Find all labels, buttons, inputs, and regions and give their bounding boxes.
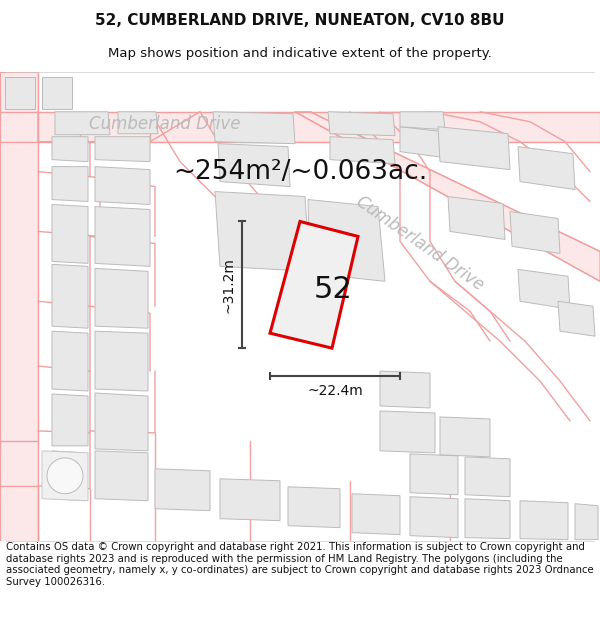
Polygon shape [270, 221, 358, 348]
Text: Map shows position and indicative extent of the property.: Map shows position and indicative extent… [108, 48, 492, 61]
Polygon shape [42, 451, 88, 501]
Polygon shape [55, 112, 110, 135]
Polygon shape [288, 487, 340, 528]
Polygon shape [95, 137, 150, 162]
Text: ~22.4m: ~22.4m [307, 384, 363, 398]
Polygon shape [95, 393, 148, 451]
Polygon shape [52, 167, 88, 201]
Polygon shape [380, 371, 430, 408]
Polygon shape [400, 112, 445, 130]
Polygon shape [558, 301, 595, 336]
Polygon shape [330, 137, 395, 164]
Polygon shape [155, 469, 210, 511]
Polygon shape [575, 504, 598, 539]
Polygon shape [215, 191, 310, 271]
Polygon shape [95, 451, 148, 501]
Polygon shape [465, 457, 510, 497]
Polygon shape [520, 501, 568, 539]
Polygon shape [95, 167, 150, 204]
Polygon shape [380, 411, 435, 453]
Polygon shape [518, 269, 570, 309]
Polygon shape [52, 394, 88, 446]
Polygon shape [352, 494, 400, 534]
Polygon shape [52, 137, 88, 162]
Text: Cumberland Drive: Cumberland Drive [353, 192, 487, 294]
Polygon shape [0, 112, 600, 142]
Polygon shape [438, 127, 510, 169]
Polygon shape [95, 331, 148, 391]
Polygon shape [510, 211, 560, 253]
Polygon shape [52, 451, 85, 501]
Polygon shape [52, 264, 88, 328]
Polygon shape [410, 497, 458, 538]
Polygon shape [518, 147, 575, 189]
Polygon shape [440, 417, 490, 457]
Polygon shape [218, 144, 290, 187]
Polygon shape [95, 268, 148, 328]
Polygon shape [410, 454, 458, 495]
Polygon shape [295, 112, 600, 281]
Polygon shape [448, 196, 505, 239]
Text: 52: 52 [314, 275, 352, 304]
Polygon shape [95, 206, 150, 266]
Polygon shape [220, 479, 280, 521]
Polygon shape [52, 204, 88, 263]
Polygon shape [465, 499, 510, 539]
Polygon shape [0, 72, 38, 541]
Text: Cumberland Drive: Cumberland Drive [89, 115, 241, 132]
Polygon shape [52, 331, 88, 391]
Circle shape [47, 458, 83, 494]
Polygon shape [308, 199, 385, 281]
Text: ~254m²/~0.063ac.: ~254m²/~0.063ac. [173, 159, 427, 184]
Polygon shape [5, 77, 35, 109]
Text: ~31.2m: ~31.2m [221, 257, 235, 312]
Polygon shape [42, 77, 72, 109]
Polygon shape [213, 112, 295, 144]
Polygon shape [328, 112, 395, 136]
Polygon shape [118, 112, 158, 134]
Text: 52, CUMBERLAND DRIVE, NUNEATON, CV10 8BU: 52, CUMBERLAND DRIVE, NUNEATON, CV10 8BU [95, 12, 505, 28]
Polygon shape [400, 127, 445, 158]
Text: Contains OS data © Crown copyright and database right 2021. This information is : Contains OS data © Crown copyright and d… [6, 542, 593, 587]
